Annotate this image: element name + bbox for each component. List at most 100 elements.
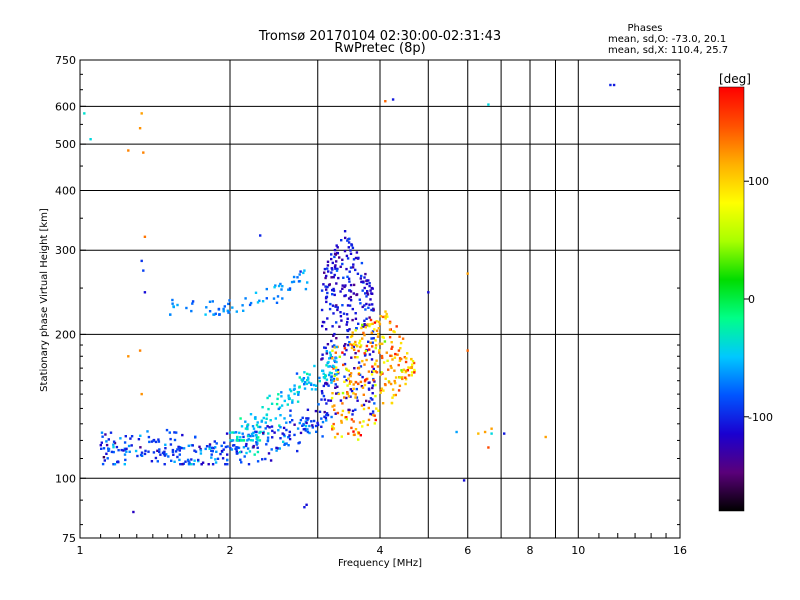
- data-point: [399, 341, 403, 345]
- data-point: [99, 444, 102, 447]
- data-point: [317, 403, 320, 406]
- data-point: [270, 425, 274, 428]
- data-point: [186, 458, 190, 462]
- data-point: [368, 316, 371, 319]
- data-point: [390, 366, 393, 370]
- data-point: [130, 444, 133, 447]
- data-point: [230, 448, 234, 451]
- data-point: [388, 321, 392, 325]
- data-point: [347, 277, 351, 280]
- data-point: [391, 345, 394, 349]
- stats-line-x: mean, sd,X: 110.4, 25.7: [608, 45, 728, 56]
- data-point: [234, 431, 238, 434]
- data-points: [83, 83, 616, 514]
- data-point: [333, 346, 336, 349]
- data-point: [253, 430, 257, 433]
- data-point: [226, 458, 229, 462]
- data-point: [335, 260, 338, 263]
- data-point: [410, 366, 414, 369]
- data-point: [310, 420, 313, 423]
- data-point: [371, 365, 374, 368]
- y-tick-label: 100: [55, 472, 76, 485]
- data-point: [346, 391, 349, 394]
- data-point: [363, 286, 366, 290]
- data-point: [288, 437, 292, 441]
- data-point: [329, 356, 332, 360]
- data-point: [368, 353, 372, 356]
- data-point: [354, 329, 357, 332]
- data-point: [363, 323, 366, 326]
- data-point: [227, 302, 230, 306]
- data-point: [410, 374, 413, 377]
- data-point: [345, 323, 348, 326]
- data-point: [343, 362, 347, 366]
- data-point: [299, 431, 303, 435]
- data-point: [350, 334, 354, 338]
- data-point: [311, 424, 314, 427]
- data-point: [369, 341, 372, 344]
- data-point: [336, 308, 339, 312]
- data-point: [306, 372, 309, 376]
- data-point: [331, 293, 334, 296]
- data-point: [223, 441, 226, 444]
- data-point: [352, 430, 355, 433]
- data-point: [353, 356, 357, 359]
- data-point: [328, 307, 332, 311]
- data-point: [373, 414, 376, 417]
- data-point: [334, 264, 337, 267]
- data-point: [154, 440, 158, 444]
- data-point: [271, 429, 274, 433]
- data-point: [365, 295, 368, 298]
- data-point: [213, 440, 216, 443]
- data-point: [338, 325, 341, 328]
- data-point: [341, 409, 345, 413]
- data-point: [355, 327, 358, 330]
- data-point: [363, 304, 366, 307]
- data-point: [323, 398, 327, 401]
- data-point: [204, 313, 207, 316]
- data-point: [181, 463, 184, 466]
- data-point: [349, 249, 352, 252]
- data-point: [211, 450, 214, 453]
- data-point: [326, 285, 329, 289]
- data-point: [286, 403, 289, 406]
- data-point: [349, 380, 353, 383]
- data-point: [365, 317, 368, 320]
- data-point: [306, 281, 309, 284]
- data-point: [385, 312, 388, 316]
- data-point: [301, 416, 304, 419]
- data-point: [366, 423, 369, 427]
- data-point: [330, 396, 334, 400]
- data-point: [314, 424, 318, 428]
- data-point: [350, 356, 353, 359]
- data-point: [384, 317, 387, 320]
- data-point: [308, 431, 311, 435]
- data-point: [246, 447, 250, 450]
- data-point: [361, 305, 364, 309]
- data-point: [176, 303, 179, 307]
- data-point: [311, 426, 314, 429]
- data-point: [304, 287, 308, 291]
- data-point: [335, 373, 338, 376]
- data-point: [340, 413, 343, 417]
- data-point: [258, 431, 261, 434]
- data-point: [127, 444, 131, 448]
- data-point: [370, 358, 374, 361]
- data-point: [380, 387, 384, 390]
- data-point: [381, 402, 385, 405]
- data-point: [367, 340, 370, 343]
- data-point: [283, 434, 286, 438]
- data-point: [235, 452, 239, 455]
- data-point: [223, 305, 226, 308]
- data-point: [255, 441, 258, 444]
- data-point: [343, 285, 346, 289]
- data-point: [240, 439, 243, 442]
- data-point: [287, 444, 290, 447]
- data-point: [142, 269, 145, 272]
- data-point: [326, 343, 330, 346]
- data-point: [138, 349, 142, 352]
- data-point: [320, 289, 324, 292]
- data-point: [210, 446, 214, 449]
- data-point: [374, 339, 377, 342]
- data-point: [327, 373, 331, 377]
